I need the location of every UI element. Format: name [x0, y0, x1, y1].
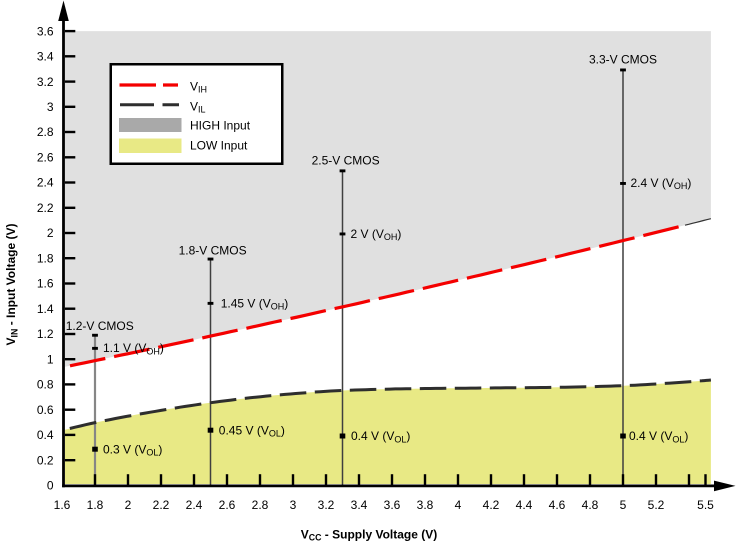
svg-text:0.6: 0.6: [37, 403, 54, 417]
svg-text:1.2-V CMOS: 1.2-V CMOS: [66, 319, 134, 333]
svg-text:1.4: 1.4: [37, 302, 54, 316]
svg-text:5.2: 5.2: [648, 498, 665, 512]
svg-text:1.8-V CMOS: 1.8-V CMOS: [179, 244, 247, 258]
svg-text:2.6: 2.6: [219, 498, 236, 512]
svg-text:2.8: 2.8: [37, 125, 54, 139]
svg-text:4.4: 4.4: [516, 498, 533, 512]
svg-text:HIGH Input: HIGH Input: [190, 118, 251, 132]
svg-text:3.4: 3.4: [37, 50, 54, 64]
svg-text:3.2: 3.2: [318, 498, 335, 512]
svg-text:0.4: 0.4: [37, 428, 54, 442]
svg-text:3.3-V CMOS: 3.3-V CMOS: [589, 53, 657, 67]
svg-text:VCC - Supply Voltage (V): VCC - Supply Voltage (V): [301, 527, 438, 542]
svg-text:2.8: 2.8: [252, 498, 269, 512]
svg-text:2: 2: [125, 498, 132, 512]
svg-text:1: 1: [47, 352, 54, 366]
svg-text:0: 0: [47, 479, 54, 493]
svg-text:2.2: 2.2: [37, 201, 54, 215]
svg-text:3.6: 3.6: [37, 24, 54, 38]
svg-text:0.8: 0.8: [37, 378, 54, 392]
svg-text:2.4: 2.4: [186, 498, 203, 512]
svg-text:3: 3: [47, 100, 54, 114]
svg-text:2.4: 2.4: [37, 176, 54, 190]
svg-text:3.4: 3.4: [351, 498, 368, 512]
svg-text:1.6: 1.6: [54, 498, 71, 512]
svg-text:4.2: 4.2: [483, 498, 500, 512]
svg-text:0.2: 0.2: [37, 453, 54, 467]
svg-text:2: 2: [47, 226, 54, 240]
svg-text:3.8: 3.8: [417, 498, 434, 512]
svg-text:1.8: 1.8: [37, 251, 54, 265]
svg-text:4: 4: [455, 498, 462, 512]
svg-text:1.8: 1.8: [87, 498, 104, 512]
svg-text:VIN - Input Voltage (V): VIN - Input Voltage (V): [4, 224, 19, 346]
svg-text:3: 3: [290, 498, 297, 512]
svg-text:1.2: 1.2: [37, 327, 54, 341]
svg-text:5: 5: [620, 498, 627, 512]
svg-text:4.6: 4.6: [549, 498, 566, 512]
svg-text:5.5: 5.5: [697, 498, 714, 512]
svg-text:0.45 V (VOL): 0.45 V (VOL): [219, 423, 285, 438]
svg-text:3.6: 3.6: [384, 498, 401, 512]
svg-text:4.8: 4.8: [582, 498, 599, 512]
svg-text:3.2: 3.2: [37, 75, 54, 89]
svg-text:1.6: 1.6: [37, 277, 54, 291]
svg-text:2.6: 2.6: [37, 151, 54, 165]
svg-text:2.5-V CMOS: 2.5-V CMOS: [312, 153, 380, 167]
svg-text:2.2: 2.2: [153, 498, 170, 512]
svg-text:LOW Input: LOW Input: [190, 139, 248, 153]
